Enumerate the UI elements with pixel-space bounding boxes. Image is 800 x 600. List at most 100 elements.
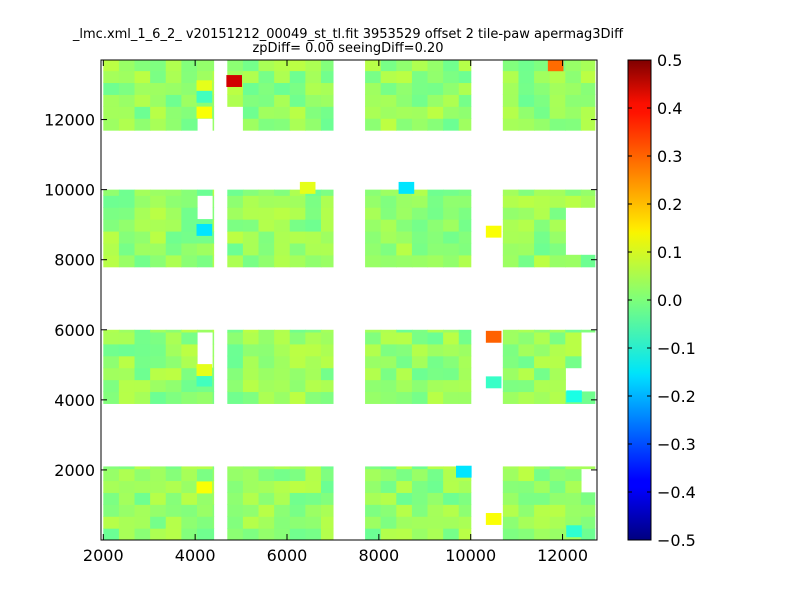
heatmap-cell	[365, 70, 382, 84]
heatmap-cell	[443, 70, 460, 84]
heatmap-cell	[118, 343, 136, 357]
heatmap-cell	[320, 468, 334, 482]
heatmap-cell	[165, 106, 182, 119]
heatmap-cell	[365, 504, 382, 517]
heatmap-cell	[258, 331, 275, 345]
heatmap-cell	[274, 82, 291, 95]
heatmap-cell	[549, 230, 566, 244]
heatmap-cell	[534, 468, 551, 482]
heatmap-cell	[549, 331, 566, 345]
heatmap-cell	[534, 343, 551, 357]
heatmap-cell	[150, 504, 167, 517]
heatmap-cell	[274, 254, 291, 268]
heatmap-cell	[549, 468, 566, 482]
heatmap-cell	[258, 391, 275, 404]
heatmap-cell	[150, 468, 167, 482]
heatmap-cell	[227, 219, 244, 232]
heatmap-cell	[118, 331, 136, 345]
heatmap-cell	[365, 480, 382, 493]
heatmap-cell	[534, 189, 551, 196]
heatmap-cell	[134, 329, 151, 333]
heatmap-cell	[502, 504, 520, 517]
heatmap-cell	[242, 60, 260, 72]
heatmap-cell	[565, 70, 582, 84]
heatmap-cell	[549, 391, 566, 404]
heatmap-cell	[134, 82, 151, 95]
heatmap-cell	[118, 504, 136, 517]
heatmap-cell	[380, 466, 397, 470]
heatmap-cell	[165, 480, 182, 493]
heatmap-cell	[258, 254, 275, 268]
heatmap-cell	[320, 480, 334, 493]
heatmap-cell	[196, 492, 214, 505]
heatmap-cell	[380, 492, 397, 505]
colorbar-tick-label: 0.0	[657, 291, 682, 310]
heatmap-cell	[289, 189, 306, 196]
heatmap-cell	[181, 516, 198, 529]
heatmap-cell	[289, 118, 306, 131]
heatmap-cell	[212, 331, 215, 345]
heatmap-cell	[118, 466, 136, 470]
heatmap-cell	[305, 516, 322, 529]
y-tick-label: 12000	[44, 111, 95, 130]
colorbar-tick-label: −0.3	[657, 435, 696, 454]
heatmap-cell	[274, 355, 291, 369]
heatmap-cell	[212, 219, 215, 232]
heatmap-cell	[580, 528, 596, 540]
heatmap-cell	[396, 254, 413, 268]
heatmap-cell	[118, 329, 136, 333]
heatmap-cell	[443, 219, 460, 232]
heatmap-cell	[274, 219, 291, 232]
heatmap-cell	[181, 528, 198, 540]
heatmap-cell	[305, 504, 322, 517]
heatmap-cell	[274, 60, 291, 72]
heatmap-cell	[411, 189, 429, 196]
heatmap-cell	[305, 60, 322, 72]
heatmap-outlier-cell	[196, 374, 213, 387]
heatmap-cell	[565, 468, 582, 482]
heatmap-cell	[103, 331, 120, 345]
heatmap-cell	[534, 492, 551, 505]
heatmap-cell	[258, 355, 275, 369]
heatmap-cell	[380, 367, 397, 381]
heatmap-cell	[549, 70, 566, 84]
heatmap-cell	[258, 480, 275, 493]
heatmap-cell	[134, 242, 151, 256]
heatmap-cell	[396, 60, 413, 72]
heatmap-cell	[380, 189, 397, 196]
heatmap-cell	[380, 516, 397, 529]
heatmap-cell	[227, 60, 244, 72]
heatmap-cell	[242, 207, 260, 220]
heatmap-cell	[212, 195, 215, 208]
heatmap-cell	[118, 468, 136, 482]
heatmap-cell	[443, 379, 460, 393]
heatmap-cell	[258, 94, 275, 107]
heatmap-cell	[258, 468, 275, 482]
heatmap-cell	[365, 106, 382, 119]
heatmap-cell	[502, 60, 520, 72]
heatmap-cell	[103, 195, 120, 208]
heatmap-cell	[181, 343, 198, 357]
x-tick-label: 10000	[445, 546, 496, 565]
heatmap-cell	[380, 195, 397, 208]
heatmap-cell	[443, 195, 460, 208]
heatmap-cell	[320, 254, 334, 268]
heatmap-cell	[258, 329, 275, 333]
heatmap-cell	[502, 466, 520, 470]
heatmap-cell	[274, 189, 291, 196]
heatmap-outlier-cell	[196, 223, 213, 236]
heatmap-cell	[289, 367, 306, 381]
heatmap-cell	[518, 82, 535, 95]
heatmap-cell	[549, 480, 566, 493]
heatmap-cell	[212, 492, 215, 505]
heatmap-cell	[320, 82, 334, 95]
heatmap-cell	[380, 82, 397, 95]
heatmap-cell	[134, 70, 151, 84]
heatmap-cell	[181, 504, 198, 517]
heatmap-cell	[518, 195, 535, 208]
heatmap-cell	[320, 219, 334, 232]
heatmap-cell	[150, 367, 167, 381]
heatmap-cell	[518, 60, 535, 72]
heatmap-cell	[305, 82, 322, 95]
heatmap-cell	[212, 329, 215, 333]
